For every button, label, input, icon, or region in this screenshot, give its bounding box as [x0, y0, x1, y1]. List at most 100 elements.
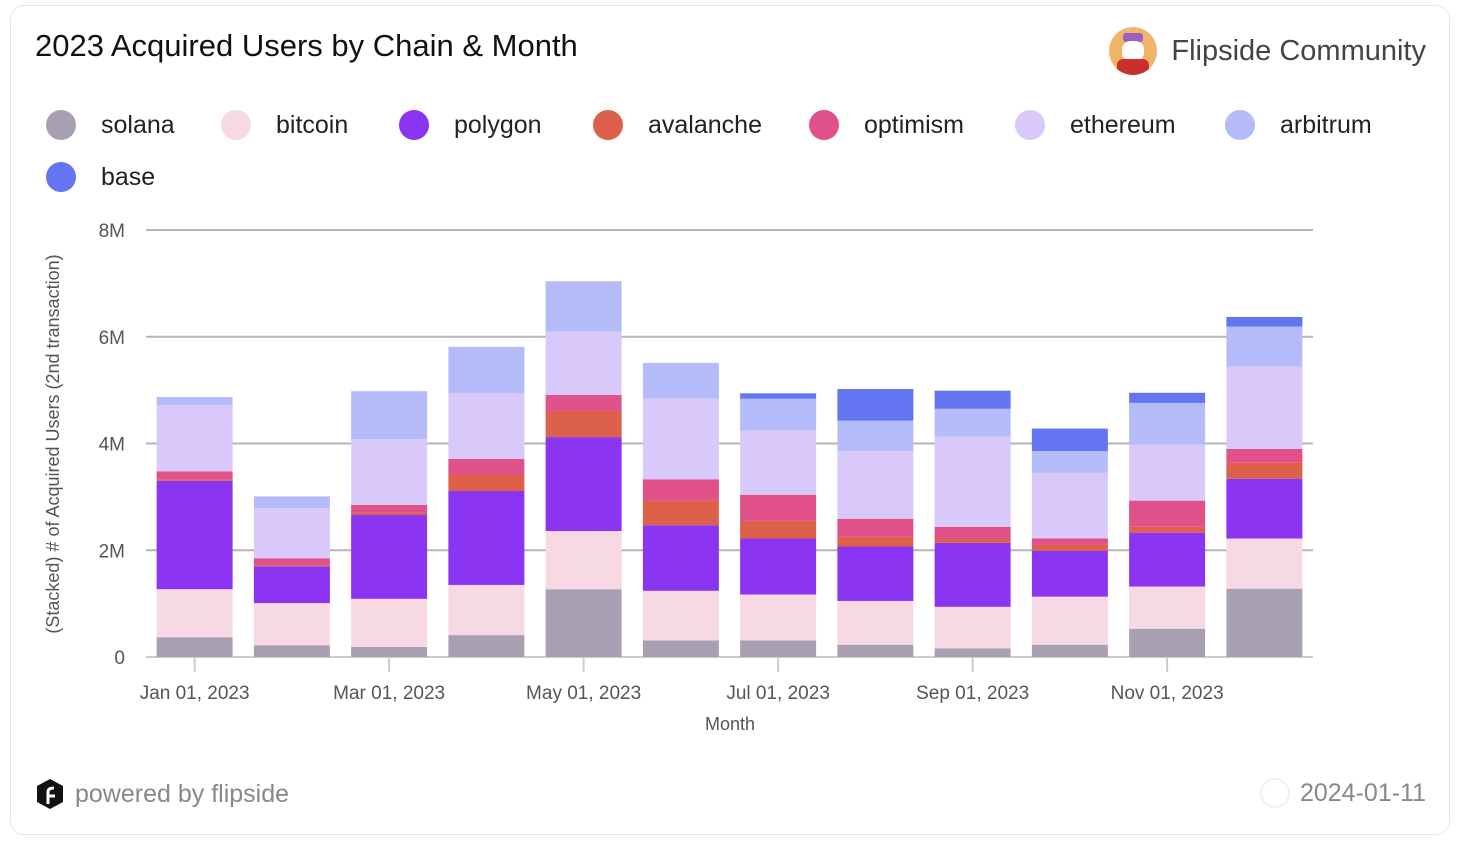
- bar-segment-polygon: [253, 566, 330, 604]
- legend-item-optimism[interactable]: optimism: [809, 110, 964, 140]
- clock-icon: [1259, 778, 1290, 808]
- bar-segment-arbitrum: [934, 408, 1011, 437]
- bar-segment-bitcoin: [642, 590, 719, 641]
- bar-segment-ethereum: [253, 508, 330, 559]
- y-tick-label: 4M: [99, 435, 125, 456]
- legend-item-bitcoin[interactable]: bitcoin: [221, 110, 348, 140]
- refresh-date: 2024-01-11: [1259, 778, 1426, 808]
- bar-segment-solana: [156, 637, 233, 657]
- bar-segment-polygon: [448, 491, 525, 585]
- x-tick-label: Jul 01, 2023: [726, 683, 830, 704]
- legend-item-arbitrum[interactable]: arbitrum: [1225, 110, 1372, 140]
- y-tick-label: 2M: [99, 541, 125, 562]
- bar-segment-polygon: [1031, 550, 1108, 597]
- legend-item-solana[interactable]: solana: [46, 110, 175, 140]
- bar-segment-optimism: [351, 504, 428, 513]
- bar-segment-solana: [642, 640, 719, 657]
- bar-segment-arbitrum: [837, 420, 914, 451]
- legend-item-avalanche[interactable]: avalanche: [593, 110, 762, 140]
- legend-swatch: [1225, 110, 1255, 140]
- bar-segment-base: [1129, 392, 1206, 403]
- bar-segment-solana: [351, 646, 428, 657]
- bar-segment-avalanche: [837, 536, 914, 547]
- legend-item-polygon[interactable]: polygon: [399, 110, 542, 140]
- bar-segment-arbitrum: [253, 496, 330, 509]
- legend-label: polygon: [454, 110, 542, 139]
- bar-segment-ethereum: [1031, 472, 1108, 539]
- bar-segment-bitcoin: [837, 600, 914, 645]
- bar-segment-solana: [1129, 628, 1206, 657]
- x-tick-label: Sep 01, 2023: [916, 683, 1029, 704]
- bar-segment-bitcoin: [1031, 596, 1108, 645]
- x-axis-label: Month: [705, 714, 755, 734]
- legend-label: solana: [101, 110, 175, 139]
- bar-segment-arbitrum: [448, 346, 525, 394]
- avatar: [1109, 27, 1158, 75]
- powered-by-text: powered by flipside: [75, 779, 290, 808]
- bar-segment-solana: [1226, 588, 1303, 657]
- bar-segment-ethereum: [448, 393, 525, 459]
- x-tick-label: May 01, 2023: [526, 683, 641, 704]
- x-tick-label: Nov 01, 2023: [1111, 683, 1224, 704]
- legend-swatch: [1015, 110, 1045, 140]
- bar-segment-solana: [545, 589, 622, 657]
- powered-by[interactable]: powered by flipside: [35, 778, 289, 810]
- bar-segment-polygon: [545, 437, 622, 532]
- bar-segment-optimism: [1129, 500, 1206, 527]
- bar-segment-ethereum: [351, 439, 428, 505]
- legend-label: avalanche: [648, 110, 762, 139]
- y-tick-label: 0: [114, 648, 125, 669]
- bar-segment-polygon: [740, 538, 817, 595]
- legend-swatch: [46, 162, 76, 192]
- bar-segment-ethereum: [156, 405, 233, 472]
- bar-segment-base: [837, 389, 914, 421]
- bar-segment-avalanche: [642, 500, 719, 526]
- bar-segment-optimism: [642, 479, 719, 501]
- bar-segment-avalanche: [1226, 462, 1303, 479]
- bar-segment-ethereum: [934, 436, 1011, 527]
- x-tick-label: Jan 01, 2023: [140, 683, 250, 704]
- bar-segment-arbitrum: [351, 391, 428, 440]
- x-tick-label: Mar 01, 2023: [333, 683, 445, 704]
- bar-segment-optimism: [253, 558, 330, 566]
- bar-segment-polygon: [1129, 532, 1206, 587]
- bar-segment-bitcoin: [934, 606, 1011, 649]
- bar-segment-arbitrum: [1129, 402, 1206, 445]
- bar-segment-avalanche: [448, 474, 525, 492]
- bar-segment-polygon: [351, 515, 428, 599]
- legend-swatch: [593, 110, 623, 140]
- bar-segment-ethereum: [545, 331, 622, 395]
- bar-segment-polygon: [837, 546, 914, 601]
- bar-segment-solana: [740, 640, 817, 657]
- bar-segment-optimism: [1226, 448, 1303, 463]
- date-text: 2024-01-11: [1299, 778, 1426, 807]
- bar-segment-ethereum: [642, 398, 719, 480]
- bar-segment-arbitrum: [156, 397, 233, 406]
- bar-segment-arbitrum: [740, 398, 817, 431]
- legend-swatch: [399, 110, 429, 140]
- bar-segment-avalanche: [934, 538, 1011, 543]
- bar-segment-avalanche: [545, 410, 622, 438]
- bar-segment-bitcoin: [448, 584, 525, 636]
- bar-segment-base: [740, 393, 817, 399]
- legend-item-ethereum[interactable]: ethereum: [1015, 110, 1176, 140]
- bar-segment-bitcoin: [740, 594, 817, 641]
- bar-segment-optimism: [740, 494, 817, 521]
- bar-segment-solana: [448, 635, 525, 657]
- bar-segment-bitcoin: [545, 531, 622, 590]
- bar-segment-solana: [253, 645, 330, 657]
- legend-label: optimism: [864, 110, 965, 139]
- author[interactable]: Flipside Community: [1109, 27, 1426, 75]
- bar-segment-ethereum: [1129, 444, 1206, 501]
- bar-segment-arbitrum: [642, 362, 719, 399]
- bar-segment-ethereum: [740, 430, 817, 495]
- bar-segment-bitcoin: [156, 589, 233, 638]
- bar-segment-optimism: [1031, 538, 1108, 545]
- legend-item-base[interactable]: base: [46, 162, 155, 192]
- y-tick-label: 6M: [99, 328, 125, 349]
- bar-segment-polygon: [1226, 478, 1303, 539]
- bar-segment-avalanche: [351, 512, 428, 516]
- bar-segment-bitcoin: [1226, 538, 1303, 589]
- legend-label: bitcoin: [276, 110, 349, 139]
